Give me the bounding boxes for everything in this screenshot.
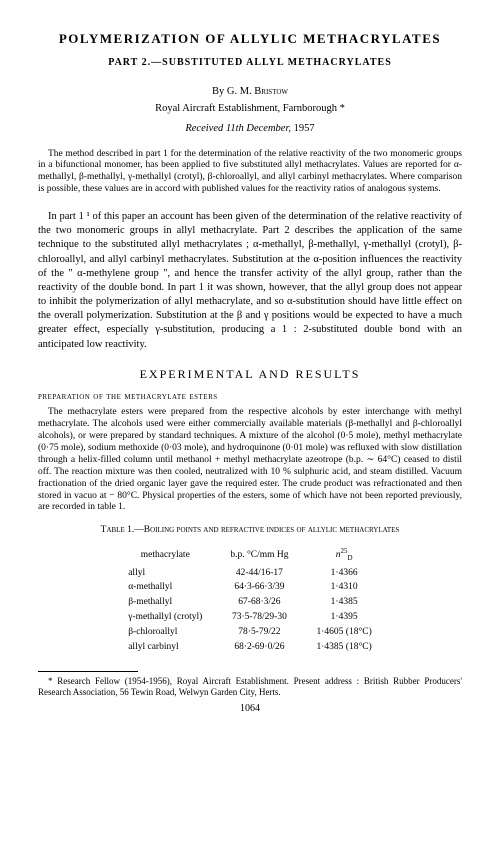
table-cell: 1·4605 (18°C) <box>303 625 386 640</box>
received-day: 11th December, <box>226 123 294 134</box>
footnote: * Research Fellow (1954-1956), Royal Air… <box>38 676 462 699</box>
table-cell: 1·4395 <box>303 610 386 625</box>
table-cell: β-chloroallyl <box>114 625 216 640</box>
received-date: Received 11th December, 1957 <box>38 122 462 136</box>
table-cell: allyl <box>114 566 216 581</box>
subsection-heading: preparation of the methacrylate esters <box>38 390 462 404</box>
table-cell: β-methallyl <box>114 595 216 610</box>
section-heading: EXPERIMENTAL AND RESULTS <box>38 366 462 382</box>
table-header-cell: methacrylate <box>114 545 216 565</box>
table-cell: 64·3-66·3/39 <box>216 580 302 595</box>
footnote-rule <box>38 671 138 672</box>
page-container: POLYMERIZATION OF ALLYLIC METHACRYLATES … <box>0 0 500 736</box>
affiliation: Royal Aircraft Establishment, Farnboroug… <box>38 102 462 116</box>
paper-title: POLYMERIZATION OF ALLYLIC METHACRYLATES <box>38 30 462 48</box>
table-row: allyl 42-44/16-17 1·4366 <box>114 566 386 581</box>
table-row: allyl carbinyl 68·2-69·0/26 1·4385 (18°C… <box>114 640 386 655</box>
byline-prefix: By <box>212 86 227 97</box>
abstract: The method described in part 1 for the d… <box>38 149 462 197</box>
received-year: 1957 <box>294 123 315 134</box>
table-row: γ-methallyl (crotyl) 73·5-78/29-30 1·439… <box>114 610 386 625</box>
table-header-cell: b.p. °C/mm Hg <box>216 545 302 565</box>
table-cell: 1·4366 <box>303 566 386 581</box>
table-header-cell: n25D <box>303 545 386 565</box>
properties-table: methacrylate b.p. °C/mm Hg n25D allyl 42… <box>114 545 386 654</box>
table-cell: allyl carbinyl <box>114 640 216 655</box>
experimental-paragraph: The methacrylate esters were prepared fr… <box>38 407 462 514</box>
table-row: β-chloroallyl 78·5-79/22 1·4605 (18°C) <box>114 625 386 640</box>
table-cell: γ-methallyl (crotyl) <box>114 610 216 625</box>
table-caption: Table 1.—Boiling points and refractive i… <box>38 524 462 537</box>
table-cell: 78·5-79/22 <box>216 625 302 640</box>
paper-subtitle: PART 2.—SUBSTITUTED ALLYL METHACRYLATES <box>38 56 462 70</box>
table-cell: 67-68·3/26 <box>216 595 302 610</box>
table-row: β-methallyl 67-68·3/26 1·4385 <box>114 595 386 610</box>
intro-paragraph: In part 1 ¹ of this paper an account has… <box>38 210 462 352</box>
table-cell: 68·2-69·0/26 <box>216 640 302 655</box>
table-cell: 1·4310 <box>303 580 386 595</box>
author-name: G. M. Bristow <box>227 86 288 97</box>
table-header-row: methacrylate b.p. °C/mm Hg n25D <box>114 545 386 565</box>
table-cell: 1·4385 (18°C) <box>303 640 386 655</box>
byline: By G. M. Bristow <box>38 85 462 99</box>
received-prefix: Received <box>185 123 226 134</box>
table-row: α-methallyl 64·3-66·3/39 1·4310 <box>114 580 386 595</box>
table-cell: 73·5-78/29-30 <box>216 610 302 625</box>
table-cell: 1·4385 <box>303 595 386 610</box>
table-cell: 42-44/16-17 <box>216 566 302 581</box>
page-number: 1064 <box>38 702 462 716</box>
table-cell: α-methallyl <box>114 580 216 595</box>
